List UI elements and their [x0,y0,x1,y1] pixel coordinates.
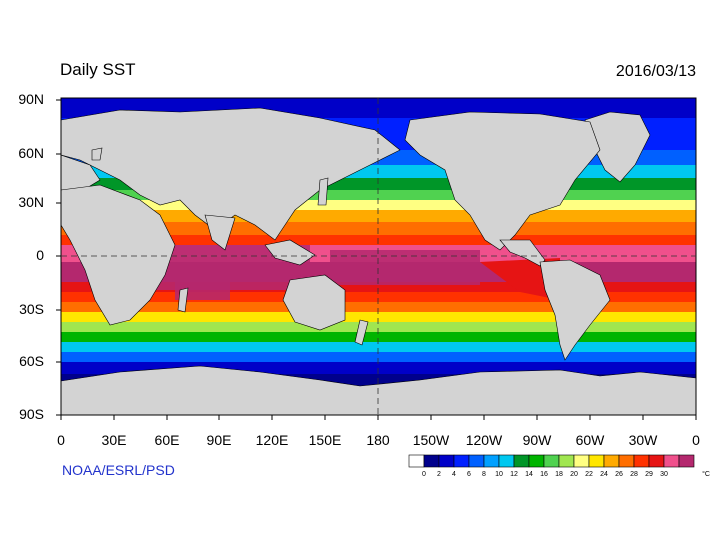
colorbar-swatch [618,454,635,468]
sst-band [61,322,696,332]
colorbar-tick-label: 29 [645,471,653,478]
colorbar-swatch [483,454,500,468]
sst-band [61,190,696,200]
lon-label: 30E [101,432,127,448]
sst-band [61,200,696,210]
colorbar-swatch [558,454,575,468]
colorbar-unit: °C [702,471,710,478]
lat-label: 60N [18,145,44,161]
sst-band [61,282,696,292]
sst-band [61,292,696,302]
colorbar-swatch [513,454,530,468]
lon-label: 120E [255,432,289,448]
sst-band [61,312,696,322]
colorbar-tick-label: 28 [630,471,638,478]
lon-label: 60W [575,432,605,448]
land-masses [61,107,696,415]
landmass [404,111,601,251]
landmass [499,239,546,267]
colorbar-swatch [468,454,485,468]
map-title: Daily SST [60,60,136,79]
colorbar-tick-label: 22 [585,471,593,478]
landmass [282,274,346,331]
colorbar-swatch [498,454,515,468]
landmass [61,184,176,326]
data-credit: NOAA/ESRL/PSD [62,462,175,478]
landmass [204,214,236,251]
lon-label: 90E [206,432,232,448]
cold-tongue [480,258,560,300]
colorbar-tick-label: 0 [422,471,426,478]
landmass [317,177,329,206]
landmass [177,287,189,313]
colorbar-swatch [603,454,620,468]
lat-label: 90S [19,406,44,422]
lat-label: 30S [19,301,44,317]
lon-label: 0 [692,432,700,448]
lat-label: 60S [19,353,44,369]
colorbar-tick-label: 6 [467,471,471,478]
sst-band [61,332,696,342]
colorbar-tick-label: 30 [660,471,668,478]
sst-band [61,352,696,362]
warm-pool [330,250,480,285]
map-date: 2016/03/13 [615,63,696,80]
colorbar-swatch [678,454,695,468]
colorbar-tick-label: 16 [540,471,548,478]
lon-label: 0 [57,432,65,448]
landmass [539,259,611,361]
colorbar-swatch [543,454,560,468]
colorbar-tick-label: 24 [600,471,608,478]
landmass [61,365,696,415]
lon-label: 150W [412,432,450,448]
lon-label: 150E [308,432,342,448]
colorbar-swatch [408,454,425,468]
lon-label: 120W [465,432,503,448]
landmass [61,107,401,241]
axis-ticks [56,99,697,420]
landmass [354,319,369,346]
colorbar-swatch [588,454,605,468]
landmass [91,147,103,161]
colorbar-swatch [648,454,665,468]
colorbar-tick-label: 2 [437,471,441,478]
lat-label: 30N [18,194,44,210]
colorbar-swatch [573,454,590,468]
colorbar-swatch [663,454,680,468]
colorbar-swatch [438,454,455,468]
colorbar-swatch [453,454,470,468]
colorbar-tick-label: 8 [482,471,486,478]
colorbar-tick-label: 10 [495,471,503,478]
lon-label: 30W [628,432,658,448]
colorbar-swatch [528,454,545,468]
lat-label: 0 [36,247,44,263]
sst-band [61,235,696,245]
landmass [584,111,651,183]
colorbar-tick-label: 18 [555,471,563,478]
colorbar-tick-label: 14 [525,471,533,478]
sst-band [61,302,696,312]
lon-label: 180 [366,432,390,448]
colorbar-tick-label: 12 [510,471,518,478]
colorbar-tick-label: 4 [452,471,456,478]
lat-label: 90N [18,91,44,107]
lon-label: 90W [522,432,552,448]
colorbar-tick-label: 20 [570,471,578,478]
lon-label: 60E [154,432,180,448]
colorbar-swatch [423,454,440,468]
sst-band [61,342,696,352]
colorbar-swatch [633,454,650,468]
colorbar-tick-label: 26 [615,471,623,478]
colorbar [408,454,695,468]
